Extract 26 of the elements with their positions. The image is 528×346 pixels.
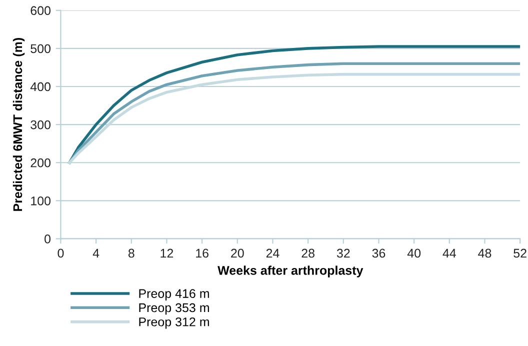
x-tick-label: 52: [514, 248, 526, 258]
x-tick-label: 12: [160, 248, 174, 258]
x-tick-label: 24: [266, 248, 280, 258]
legend-label: Preop 416 m: [139, 289, 209, 300]
x-axis-title: Weeks after arthroplasty: [218, 266, 364, 278]
y-tick-label: 200: [30, 158, 51, 168]
y-tick-label: 500: [30, 44, 51, 54]
x-tick-label: 32: [336, 248, 350, 258]
x-tick-label: 48: [478, 248, 492, 258]
y-tick-label: 600: [30, 6, 51, 16]
x-tick-label: 4: [92, 248, 100, 258]
x-tick-label: 0: [58, 248, 64, 258]
x-tick-label: 40: [407, 248, 421, 258]
legend-label: Preop 353 m: [139, 303, 209, 315]
y-axis-title: Predicted 6MWT distance (m): [12, 38, 25, 211]
x-tick-label: 8: [128, 248, 134, 258]
legend-label: Preop 312 m: [139, 317, 209, 329]
y-tick-label: 0: [44, 234, 51, 244]
x-tick-label: 28: [302, 248, 314, 258]
y-tick-label: 100: [31, 196, 51, 206]
x-tick-label: 16: [196, 248, 208, 258]
y-tick-label: 400: [30, 82, 51, 92]
y-tick-label: 300: [30, 120, 51, 130]
x-tick-label: 44: [442, 248, 456, 258]
x-tick-label: 36: [372, 248, 386, 258]
x-tick-label: 20: [231, 248, 244, 258]
